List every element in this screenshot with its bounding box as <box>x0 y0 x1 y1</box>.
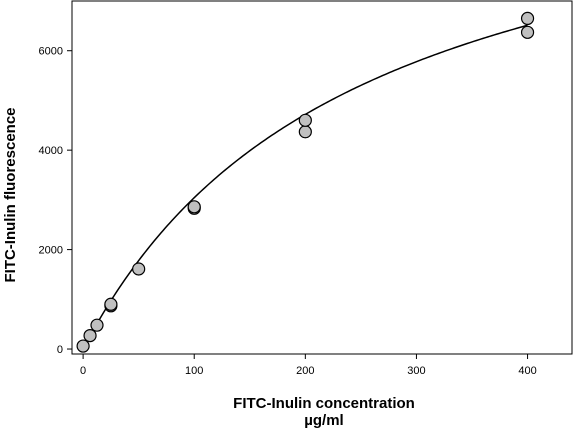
data-point <box>76 339 90 353</box>
data-point <box>298 125 312 139</box>
y-tick-label: 0 <box>57 344 63 356</box>
data-point <box>520 25 535 39</box>
y-axis-title: FITC-Inulin fluorescence <box>2 107 19 282</box>
x-tick-label: 200 <box>296 365 314 377</box>
data-point <box>132 262 146 276</box>
fit-curve <box>82 24 528 350</box>
plot-frame <box>71 0 573 355</box>
x-axis-ticks: 0 100 200 300 400 <box>80 354 537 377</box>
x-tick-label: 100 <box>185 365 203 377</box>
data-point <box>90 318 104 332</box>
y-axis-ticks: 0 2000 4000 6000 <box>39 46 72 356</box>
data-point <box>520 11 535 26</box>
y-tick-label: 6000 <box>39 46 63 58</box>
data-point <box>104 297 118 311</box>
x-axis-unit: µg/ml <box>304 412 343 429</box>
y-tick-label: 2000 <box>39 245 63 257</box>
data-point <box>298 113 312 127</box>
data-point <box>83 329 97 343</box>
x-axis-title: FITC-Inulin concentration <box>233 395 415 412</box>
data-points <box>76 11 535 353</box>
data-point <box>187 200 201 214</box>
y-tick-label: 4000 <box>39 145 63 157</box>
x-tick-label: 400 <box>518 365 536 377</box>
x-tick-label: 300 <box>407 365 425 377</box>
x-tick-label: 0 <box>80 365 86 377</box>
